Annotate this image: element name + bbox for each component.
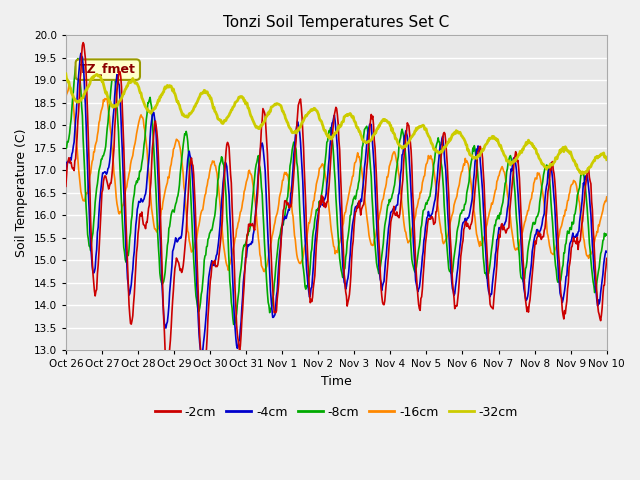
-2cm [212, 264, 220, 269]
-4cm [212, 252, 220, 258]
-8cm [212, 206, 220, 212]
-4cm [62, 167, 70, 173]
-2cm [403, 120, 411, 126]
-16cm [128, 155, 136, 161]
-2cm [603, 255, 611, 261]
-16cm [183, 219, 191, 225]
-16cm [403, 237, 411, 243]
-16cm [62, 94, 70, 100]
-32cm [72, 98, 79, 104]
-8cm [603, 232, 611, 238]
Y-axis label: Soil Temperature (C): Soil Temperature (C) [15, 129, 28, 257]
-32cm [418, 123, 426, 129]
Legend: -2cm, -4cm, -8cm, -16cm, -32cm: -2cm, -4cm, -8cm, -16cm, -32cm [150, 401, 523, 424]
-32cm [182, 113, 190, 119]
-2cm [79, 40, 87, 46]
-32cm [402, 144, 410, 149]
-2cm [128, 318, 136, 324]
-4cm [183, 168, 191, 174]
-8cm [403, 182, 411, 188]
-8cm [72, 63, 79, 69]
-4cm [197, 352, 205, 358]
-16cm [603, 194, 611, 200]
-4cm [77, 50, 84, 56]
-8cm [419, 208, 427, 214]
-32cm [211, 108, 219, 114]
-16cm [72, 138, 80, 144]
-8cm [74, 56, 82, 61]
-8cm [62, 145, 70, 151]
Title: Tonzi Soil Temperatures Set C: Tonzi Soil Temperatures Set C [223, 15, 449, 30]
Line: -32cm: -32cm [66, 74, 607, 174]
-8cm [230, 322, 237, 327]
-4cm [419, 249, 427, 254]
Line: -16cm: -16cm [66, 86, 607, 272]
-32cm [127, 79, 135, 85]
Line: -4cm: -4cm [66, 53, 607, 355]
-2cm [62, 183, 70, 189]
-2cm [72, 156, 79, 162]
-32cm [577, 171, 585, 177]
X-axis label: Time: Time [321, 375, 351, 388]
Line: -2cm: -2cm [66, 43, 607, 383]
-2cm [183, 213, 191, 219]
-16cm [212, 163, 220, 168]
-4cm [128, 273, 136, 278]
-32cm [62, 71, 70, 77]
Line: -8cm: -8cm [66, 59, 607, 324]
-8cm [183, 132, 191, 138]
Text: TZ_fmet: TZ_fmet [79, 63, 136, 76]
-32cm [603, 156, 611, 162]
-4cm [403, 133, 411, 139]
-4cm [72, 117, 79, 123]
-8cm [128, 213, 136, 219]
-16cm [65, 83, 73, 89]
-16cm [419, 177, 427, 183]
-16cm [260, 269, 268, 275]
-2cm [419, 274, 427, 279]
-2cm [200, 380, 207, 385]
-4cm [603, 249, 611, 254]
